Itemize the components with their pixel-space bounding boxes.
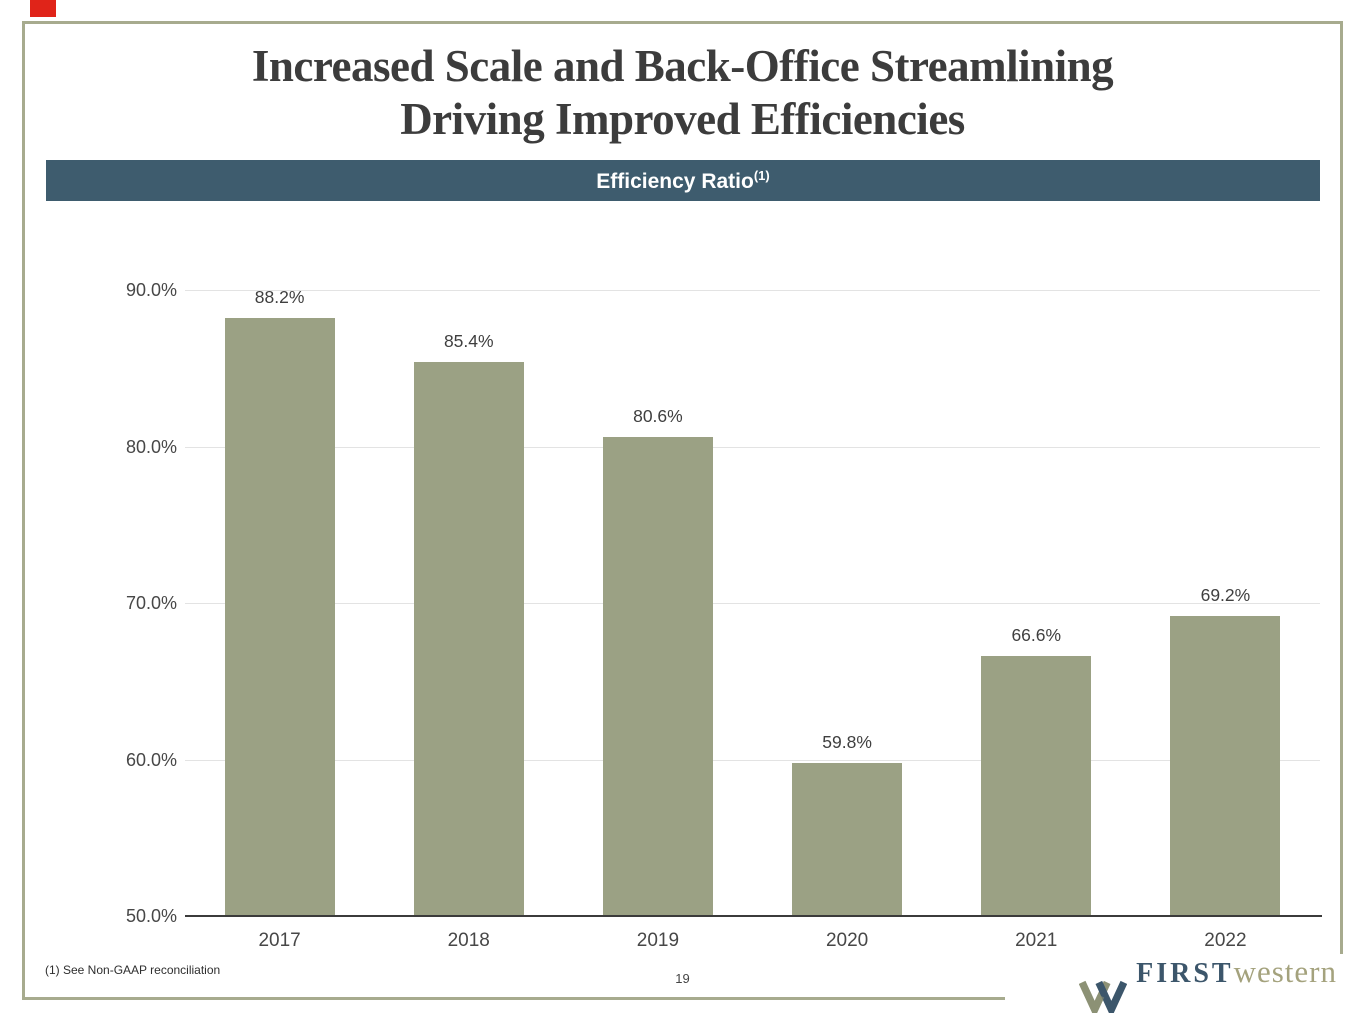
slide-title-line2: Driving Improved Efficiencies [400,94,965,144]
bar-value-label: 59.8% [822,731,872,752]
page-number: 19 [675,971,690,986]
y-axis-label: 80.0% [125,436,177,457]
gridline-70 [185,603,1320,604]
gridline-60 [185,759,1320,761]
slide-title-line1: Increased Scale and Back-Office Streamli… [251,41,1114,91]
bar-2022 [1170,615,1281,915]
bar-2020 [792,762,903,915]
bar-2021 [981,656,1092,915]
y-axis-label: 50.0% [125,906,177,926]
bar-2018 [413,361,524,915]
footnote: (1) See Non-GAAP reconciliation [45,963,221,977]
x-axis-label: 2022 [1204,930,1247,951]
chart-title-footnote-marker: (1) [753,167,770,183]
first-western-logo: FIRST western [1005,954,1365,1024]
chart-title-banner: Efficiency Ratio(1) [46,160,1320,201]
y-axis-label: 60.0% [125,749,177,770]
y-axis-label: 70.0% [125,593,177,613]
logo-word-western: western [1233,954,1337,989]
bar-value-label: 85.4% [443,330,494,351]
bar-value-label: 66.6% [1011,625,1062,646]
x-axis-line [185,915,1322,917]
first-western-w-icon [1079,980,1128,1013]
chart-title-text: Efficiency Ratio [596,169,754,193]
x-axis-label: 2019 [636,930,680,951]
bar-value-label: 69.2% [1200,584,1251,605]
bar-2017 [224,318,335,915]
bar-value-label: 80.6% [633,406,683,427]
x-axis-label: 2020 [825,930,869,951]
slide-title: Increased Scale and Back-Office Streamli… [22,40,1343,146]
bar-value-label: 88.2% [254,287,305,308]
chart-title: Efficiency Ratio(1) [596,168,769,194]
gridline-90 [185,290,1320,291]
bar-2019 [602,437,713,915]
red-marker [30,0,56,17]
efficiency-ratio-bar-chart: 90.0% 80.0% 70.0% 60.0% 50.0% 88.2% 2017 85.4% 2… [0,280,1365,951]
x-axis-label: 2017 [258,930,301,951]
x-axis-label: 2021 [1015,930,1058,951]
x-axis-label: 2018 [447,930,490,951]
y-axis-label: 90.0% [125,280,177,300]
slide-border [22,21,1343,1000]
gridline-80 [185,446,1320,448]
logo-word-first: FIRST [1136,958,1234,989]
